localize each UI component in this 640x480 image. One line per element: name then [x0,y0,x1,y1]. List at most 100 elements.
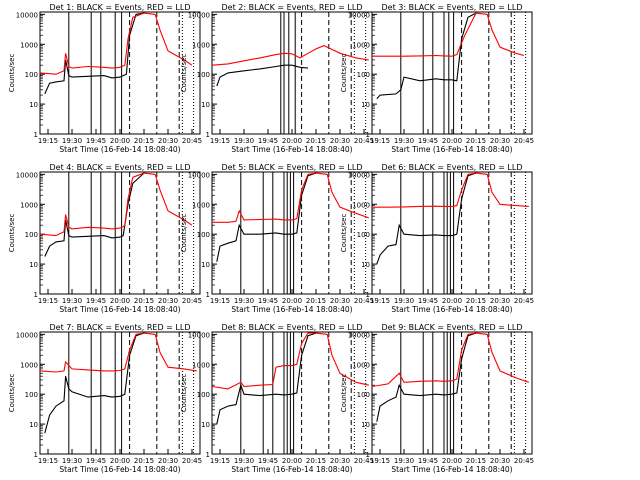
panel-title: Det 7: BLACK = Events, RED = LLD [50,323,191,332]
events-series-line [44,12,145,95]
y-tick-label: 10000 [188,171,210,179]
x-axis-label: Start Time (16-Feb-14 18:08:40) [59,305,180,314]
y-tick-label: 1 [366,131,370,139]
y-tick-label: 10000 [16,11,38,19]
x-tick-label: 20:15 [306,137,326,145]
y-tick-label: 100 [357,71,370,79]
x-tick-label: 19:15 [38,457,58,465]
y-tick-label: 100 [197,71,210,79]
x-tick-label: 19:30 [394,297,414,305]
detector-panel: Det 4: BLACK = Events, RED = LLD 1 10 100 10… [8,163,202,314]
y-tick-label: 10 [201,101,210,109]
x-tick-label: 20:15 [466,137,486,145]
x-tick-label: 19:45 [86,137,106,145]
x-tick-label: 19:30 [234,457,254,465]
y-tick-label: 1000 [20,41,38,49]
x-tick-label: 20:30 [490,457,510,465]
x-tick-label: 19:45 [418,297,438,305]
y-tick-label: 100 [25,231,38,239]
events-series-line [216,64,309,87]
x-tick-label: 19:15 [210,137,230,145]
x-tick-label: 20:30 [490,297,510,305]
detector-panel: Det 9: BLACK = Events, RED = LLD 1 10 100 10… [340,323,534,474]
plot-frame [39,11,201,135]
x-tick-label: 19:45 [258,457,278,465]
panel-title: Det 9: BLACK = Events, RED = LLD [382,323,523,332]
y-axis-label: Counts/sec [340,54,348,93]
y-tick-label: 10000 [348,331,370,339]
y-tick-label: 1000 [20,361,38,369]
y-tick-label: 1 [206,131,210,139]
y-tick-label: 1000 [192,361,210,369]
panel-title: Det 6: BLACK = Events, RED = LLD [382,163,523,172]
plot-frame [211,171,373,295]
x-tick-label: 19:15 [370,137,390,145]
x-tick-label: 19:15 [210,457,230,465]
events-series-line [216,172,317,262]
x-tick-label: 19:30 [234,297,254,305]
y-axis-label: Counts/sec [180,374,188,413]
detector-panel: Det 3: BLACK = Events, RED = LLD 1 10 100 10… [340,3,534,154]
y-tick-label: 10 [361,421,370,429]
detector-panel: Det 1: BLACK = Events, RED = LLD 1 10 100 10… [8,3,202,154]
x-axis-label: Start Time (16-Feb-14 18:08:40) [59,465,180,474]
events-series-line [376,12,477,100]
x-tick-label: 19:30 [234,137,254,145]
lld-series-line [39,172,193,237]
x-tick-label: 20:45 [354,457,374,465]
x-tick-label: 19:30 [394,137,414,145]
y-tick-label: 10 [29,421,38,429]
y-tick-label: 1000 [352,361,370,369]
y-tick-label: 10000 [348,11,370,19]
lld-series-line [372,12,525,57]
x-tick-label: 20:00 [442,457,462,465]
x-tick-label: 19:45 [258,137,278,145]
x-tick-label: 20:45 [514,457,534,465]
x-tick-label: 19:15 [370,297,390,305]
y-tick-label: 10 [361,101,370,109]
y-tick-label: 1 [34,291,38,299]
y-axis-label: Counts/sec [340,214,348,253]
events-series-line [376,332,477,422]
y-tick-label: 100 [197,391,210,399]
y-tick-label: 1 [34,131,38,139]
y-tick-label: 1000 [192,201,210,209]
x-tick-label: 20:30 [158,137,178,145]
plot-frame [211,331,373,455]
x-axis-label: Start Time (16-Feb-14 18:08:40) [231,305,352,314]
x-tick-label: 20:00 [282,137,302,145]
x-axis-label: Start Time (16-Feb-14 18:08:40) [59,145,180,154]
x-tick-label: 19:45 [86,457,106,465]
x-tick-label: 19:30 [62,137,82,145]
x-tick-label: 19:45 [418,137,438,145]
x-tick-label: 19:30 [62,457,82,465]
panel-title: Det 5: BLACK = Events, RED = LLD [222,163,363,172]
x-tick-label: 20:00 [110,457,130,465]
x-axis-label: Start Time (16-Feb-14 18:08:40) [391,145,512,154]
y-tick-label: 100 [197,231,210,239]
x-tick-label: 20:30 [330,137,350,145]
y-tick-label: 1 [366,291,370,299]
lld-series-line [372,172,529,208]
events-series-line [44,332,145,434]
panel-title: Det 2: BLACK = Events, RED = LLD [222,3,363,12]
x-tick-label: 20:00 [282,457,302,465]
x-axis-label: Start Time (16-Feb-14 18:08:40) [231,145,352,154]
x-tick-label: 19:45 [86,297,106,305]
x-tick-label: 20:00 [110,137,130,145]
x-tick-label: 20:30 [490,137,510,145]
detector-panel: Det 6: BLACK = Events, RED = LLD 1 10 100 10… [340,163,534,314]
panel-title: Det 4: BLACK = Events, RED = LLD [50,163,191,172]
lld-series-line [39,332,197,373]
events-series-line [376,172,477,265]
panel-title: Det 1: BLACK = Events, RED = LLD [50,3,191,12]
x-axis-label: Start Time (16-Feb-14 18:08:40) [231,465,352,474]
x-tick-label: 20:15 [306,297,326,305]
y-axis-label: Counts/sec [180,214,188,253]
x-tick-label: 19:30 [62,297,82,305]
x-tick-label: 20:15 [306,457,326,465]
y-tick-label: 10 [201,421,210,429]
x-tick-label: 20:00 [110,297,130,305]
panel-title: Det 3: BLACK = Events, RED = LLD [382,3,523,12]
x-tick-label: 20:45 [514,297,534,305]
